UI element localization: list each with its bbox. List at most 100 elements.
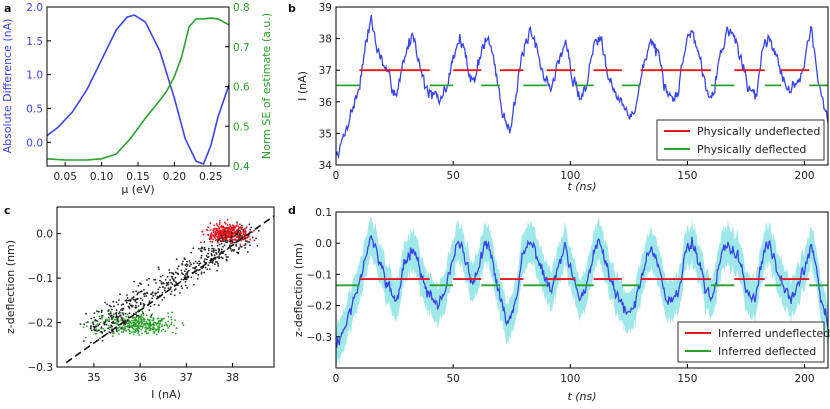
panel-c-scatter-points [79,218,260,344]
panel-b-y-tick-label: 36 [319,97,333,109]
scatter-point-transition [107,313,110,315]
scatter-point-transition [79,323,82,325]
scatter-point-transition [250,226,253,229]
scatter-point-deflected [113,332,115,335]
scatter-point-deflected [122,324,125,326]
scatter-point-undeflected [236,223,239,225]
scatter-point-transition [211,244,213,247]
panel-d-x-tick-label: 100 [560,373,580,385]
scatter-point-deflected [95,324,98,326]
scatter-point-transition [135,301,138,304]
scatter-point-undeflected [226,224,229,226]
scatter-point-transition [164,279,167,281]
scatter-point-transition [163,296,166,299]
scatter-point-transition [139,282,141,285]
scatter-point-transition [131,297,134,299]
scatter-point-transition [257,230,260,232]
scatter-point-transition [89,327,92,330]
scatter-point-transition [162,282,165,284]
scatter-point-transition [136,297,139,300]
panel-label-c: c [4,204,11,217]
scatter-point-transition [233,249,236,251]
scatter-point-deflected [124,329,127,332]
scatter-point-transition [108,331,110,333]
scatter-point-transition [237,252,240,255]
scatter-point-deflected [138,321,141,323]
scatter-point-deflected [150,316,153,319]
scatter-point-deflected [118,329,120,332]
scatter-point-transition [227,256,229,258]
scatter-point-deflected [95,328,98,331]
scatter-point-deflected [134,317,137,320]
scatter-point-transition [100,311,103,314]
scatter-point-transition [184,274,186,277]
scatter-point-undeflected [222,230,225,233]
scatter-point-transition [125,299,128,302]
panel-a-frame [46,6,230,167]
scatter-point-transition [200,256,203,259]
scatter-point-transition [157,291,160,294]
scatter-point-transition [96,319,98,322]
panel-c-y-tick-label: −0.1 [28,273,54,285]
scatter-point-deflected [158,329,160,331]
scatter-point-transition [192,262,195,265]
scatter-point-transition [210,253,213,255]
scatter-point-transition [181,287,184,290]
scatter-point-transition [215,260,217,263]
scatter-point-transition [94,319,97,321]
scatter-point-deflected [167,315,170,318]
scatter-point-undeflected [213,224,216,227]
scatter-point-deflected [137,318,140,320]
scatter-point-deflected [98,315,101,318]
scatter-point-transition [174,288,177,290]
scatter-point-transition [220,240,222,243]
scatter-point-deflected [118,326,121,329]
panel-c-x-label: I (nA) [151,388,181,401]
scatter-point-undeflected [201,230,204,233]
scatter-point-transition [122,312,124,314]
scatter-point-undeflected [240,228,243,231]
scatter-point-deflected [118,333,120,335]
scatter-point-transition [166,276,169,278]
scatter-point-transition [207,264,210,267]
scatter-point-transition [141,299,144,301]
scatter-point-transition [143,303,146,306]
legend-label-physically-deflected: Physically deflected [697,143,806,156]
scatter-point-transition [242,229,245,232]
scatter-point-transition [171,283,174,285]
scatter-point-transition [224,230,227,233]
panel-a-x-tick-label: 0.05 [54,171,77,183]
scatter-point-deflected [159,322,161,325]
scatter-point-deflected [141,310,144,313]
scatter-point-deflected [133,321,136,324]
scatter-point-transition [194,268,197,270]
scatter-point-transition [192,247,195,250]
scatter-point-transition [211,247,214,250]
scatter-point-transition [161,291,164,294]
scatter-point-undeflected [235,224,238,227]
scatter-point-transition [212,251,215,253]
scatter-point-undeflected [213,227,215,230]
scatter-point-deflected [120,331,123,333]
scatter-point-deflected [96,323,99,325]
scatter-point-deflected [108,318,111,321]
panel-b-x-tick-label: 200 [795,170,815,182]
scatter-point-undeflected [237,238,240,241]
scatter-point-transition [213,254,216,257]
scatter-point-transition [256,244,259,247]
scatter-point-transition [225,236,227,239]
scatter-point-undeflected [229,230,232,232]
scatter-point-transition [182,273,184,276]
scatter-point-transition [235,232,238,235]
scatter-point-transition [139,302,142,304]
scatter-point-deflected [170,318,173,321]
scatter-point-deflected [107,324,110,327]
scatter-point-transition [200,247,203,250]
scatter-point-transition [134,304,137,307]
scatter-point-undeflected [219,233,222,235]
panel-d-plot-area [336,216,828,367]
scatter-point-transition [160,281,163,283]
scatter-point-transition [109,326,111,328]
scatter-point-transition [251,236,254,239]
panel-d-x-tick-label: 0 [333,373,340,385]
